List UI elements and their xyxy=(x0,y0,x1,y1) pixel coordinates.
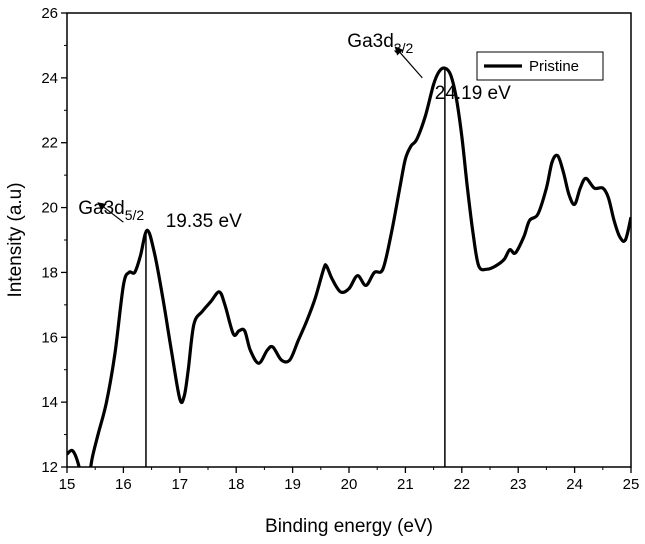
series-group xyxy=(67,66,631,467)
axes: 15 16 17 18 19 20 21 22 23 24 25 12 14 16 18 20 22 24 26 xyxy=(41,5,639,493)
legend-label: Pristine xyxy=(529,58,579,75)
annotation-arrow-1 xyxy=(97,202,124,223)
annotation-arrow-3 xyxy=(394,46,423,79)
y-tick-label: 16 xyxy=(41,329,58,346)
x-tick-label: 15 xyxy=(59,476,76,493)
annotation-4: 24.19 eV xyxy=(435,83,511,104)
annotation-1: Ga3d5/2 xyxy=(78,198,144,223)
annotation-3: Ga3d3/2 xyxy=(347,31,413,56)
y-tick-label: 20 xyxy=(41,200,58,217)
y-tick-label: 18 xyxy=(41,264,58,281)
y-tick-label: 12 xyxy=(41,459,58,476)
series-line-1 xyxy=(67,66,631,467)
reference-lines xyxy=(145,68,446,467)
annotations: Ga3d5/2 19.35 eV Ga3d3/2 24.19 eV xyxy=(78,31,511,232)
y-tick-label: 14 xyxy=(41,394,58,411)
x-tick-label: 19 xyxy=(284,476,301,493)
x-tick-label: 25 xyxy=(623,476,640,493)
x-tick-label: 24 xyxy=(566,476,583,493)
x-tick-label: 23 xyxy=(510,476,527,493)
x-tick-label: 22 xyxy=(453,476,470,493)
x-tick-label: 17 xyxy=(171,476,188,493)
x-tick-label: 16 xyxy=(115,476,132,493)
x-axis-label: Binding energy (eV) xyxy=(265,516,433,537)
y-axis-label: Intensity (a.u) xyxy=(5,182,26,297)
x-tick-label: 21 xyxy=(397,476,414,493)
x-tick-label: 20 xyxy=(341,476,358,493)
x-tick-label: 18 xyxy=(228,476,245,493)
y-tick-label: 24 xyxy=(41,70,58,87)
legend: Pristine xyxy=(476,51,604,81)
y-tick-label: 22 xyxy=(41,135,58,152)
y-tick-label: 26 xyxy=(41,5,58,22)
annotation-2: 19.35 eV xyxy=(166,211,242,232)
